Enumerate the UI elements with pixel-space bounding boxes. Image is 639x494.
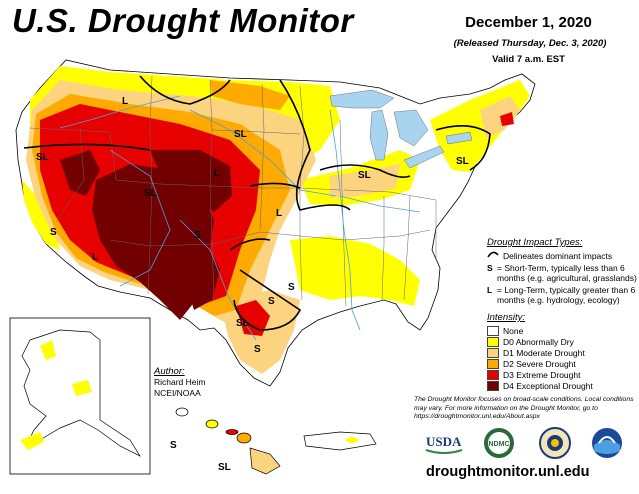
commerce-seal-icon	[539, 427, 571, 459]
d1-ne	[480, 96, 520, 138]
d0-california	[22, 180, 60, 250]
intensity-label: D3 Extreme Drought	[503, 369, 581, 380]
ndmc-logo-graphic: NDMC	[484, 428, 514, 458]
label-sl-mont: SL	[234, 129, 247, 140]
d3-texas	[236, 300, 270, 336]
label-s-nm: S	[194, 230, 201, 241]
intensity-label: D4 Exceptional Drought	[503, 380, 593, 391]
label-sl-hi: SL	[218, 462, 231, 473]
lake-erie	[403, 145, 445, 169]
puerto-rico-shape	[303, 431, 377, 451]
author-header: Author:	[154, 366, 185, 377]
intensity-none: None	[487, 325, 637, 336]
alaska-d0-west	[20, 432, 44, 450]
lake-superior	[329, 89, 395, 109]
author-org: NCEI/NOAA	[154, 388, 201, 398]
alaska-d0-south	[72, 380, 92, 396]
label-sl-co: SL	[144, 188, 157, 199]
usda-logo-graphic: USDA	[425, 434, 463, 454]
long-term-key: L	[487, 285, 493, 295]
hawaii-molokai	[225, 429, 239, 435]
intensity-legend-header: Intensity:	[487, 312, 526, 323]
label-s-tx2: S	[268, 296, 275, 307]
commerce-seal	[538, 427, 572, 459]
lake-michigan	[369, 109, 389, 161]
d4-fourcorners	[92, 164, 214, 320]
impact-line-row: Delineates dominant impacts	[487, 251, 637, 261]
swatch	[487, 380, 499, 391]
impact-labels: SL L SL SL S L SL SL L S S S SL S L	[36, 96, 469, 355]
monitor-url[interactable]: droughtmonitor.unl.edu	[426, 464, 590, 480]
usda-logo: USDA	[424, 428, 464, 458]
d4-westtx	[178, 246, 220, 310]
swatch	[487, 336, 499, 347]
label-sl-nw: SL	[36, 152, 49, 163]
label-s-ok: S	[288, 282, 295, 293]
noaa-logo-icon	[592, 428, 622, 458]
swatch	[487, 358, 499, 369]
impact-legend-header: Drought Impact Types:	[487, 237, 583, 248]
rivers	[59, 95, 421, 341]
d2-northplains	[210, 80, 290, 110]
long-term-row: L = Long-Term, typically greater than 6 …	[487, 285, 637, 305]
valid-time: Valid 7 a.m. EST	[492, 54, 565, 65]
intensity-legend: Intensity: None D0 Abnormally Dry D1 Mod…	[487, 312, 637, 391]
intensity-d4: D4 Exceptional Drought	[487, 380, 637, 391]
label-sl-mi: SL	[358, 170, 371, 181]
hawaii-kauai	[175, 407, 189, 417]
long-term-text: = Long-Term, typically greater than 6 mo…	[497, 285, 636, 305]
puerto-rico-d0	[346, 437, 358, 443]
noaa-logo	[590, 428, 624, 458]
intensity-label: None	[503, 325, 524, 336]
swatch	[487, 325, 499, 336]
hawaii-maui	[236, 432, 252, 444]
label-l-ks: L	[214, 168, 220, 179]
label-s-tx: S	[254, 344, 261, 355]
d4-colorado	[150, 150, 232, 212]
intensity-d0: D0 Abnormally Dry	[487, 336, 637, 347]
d1-midwest	[330, 164, 400, 198]
label-s-ca: S	[50, 227, 57, 238]
hawaii-oahu	[205, 419, 219, 429]
label-l-az: L	[92, 252, 98, 263]
label-sl-ny: SL	[456, 156, 469, 167]
map-date: December 1, 2020	[465, 14, 592, 31]
label-s-hi: S	[170, 440, 177, 451]
lake-huron	[393, 109, 429, 147]
d3-ne	[500, 112, 514, 126]
swatch	[487, 369, 499, 380]
impact-lines	[23, 75, 491, 331]
usda-logo-text: USDA	[426, 434, 462, 449]
intensity-d1: D1 Moderate Drought	[487, 347, 637, 358]
intensity-label: D0 Abnormally Dry	[503, 336, 574, 347]
map-title: U.S. Drought Monitor	[12, 2, 354, 39]
author-block: Author: Richard Heim NCEI/NOAA	[154, 366, 206, 399]
intensity-label: D1 Moderate Drought	[503, 347, 585, 358]
ndmc-logo-text: NDMC	[489, 441, 510, 448]
monitor-note: The Drought Monitor focuses on broad-sca…	[414, 396, 634, 420]
label-l-nw: L	[122, 96, 128, 107]
author-name: Richard Heim	[154, 377, 206, 387]
intensity-d2: D2 Severe Drought	[487, 358, 637, 369]
intensity-d3: D3 Extreme Drought	[487, 369, 637, 380]
label-l-ne: L	[276, 208, 282, 219]
release-date: (Released Thursday, Dec. 3, 2020)	[453, 38, 607, 49]
impact-line-icon	[487, 251, 499, 258]
alaska-d0	[40, 340, 56, 360]
short-term-text: = Short-Term, typically less than 6 mont…	[497, 263, 637, 283]
label-sl-tx: SL	[236, 318, 249, 329]
intensity-label: D2 Severe Drought	[503, 358, 576, 369]
short-term-row: S = Short-Term, typically less than 6 mo…	[487, 263, 637, 283]
lake-ontario	[445, 131, 473, 145]
swatch	[487, 347, 499, 358]
hawaii-big-island	[249, 447, 281, 475]
impact-line-text: Delineates dominant impacts	[503, 251, 613, 261]
ndmc-logo: NDMC	[482, 428, 516, 458]
short-term-key: S	[487, 263, 493, 273]
d0-south	[290, 236, 420, 306]
d4-nevada	[60, 150, 100, 196]
impact-legend: Drought Impact Types: Delineates dominan…	[487, 238, 637, 307]
